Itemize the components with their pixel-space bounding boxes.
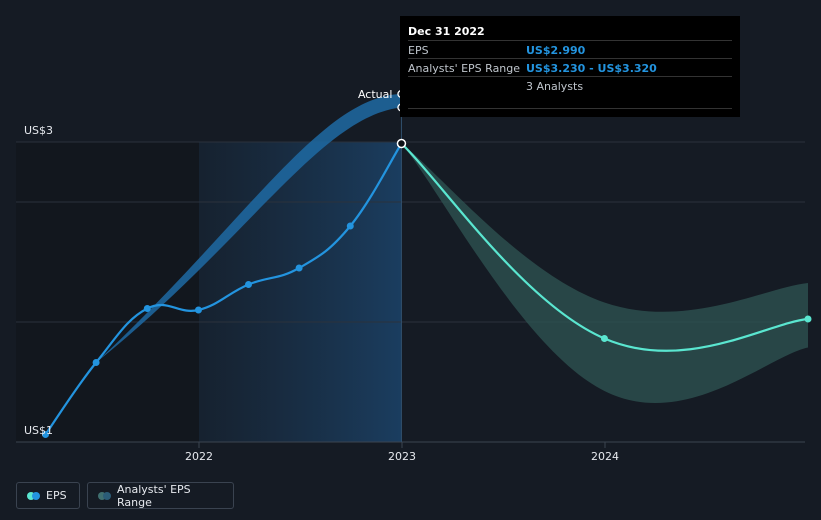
legend-eps-label: EPS [46,489,67,502]
eps-point[interactable] [244,281,252,288]
tooltip-date: Dec 31 2022 [408,25,485,38]
x-tick-label: 2024 [591,450,619,463]
tooltip-analysts: 3 Analysts [526,79,584,93]
tooltip-divider [408,108,732,109]
x-tick-label: 2022 [185,450,213,463]
y-tick-label: US$1 [24,424,53,437]
x-tick-label: 2023 [388,450,416,463]
tooltip-eps-value: US$2.990 [526,43,586,57]
tooltip-range-label: Analysts' EPS Range [408,61,521,75]
eps-forecast-point[interactable] [600,335,608,342]
legend-range-swatch [98,491,111,500]
tooltip-eps-label: EPS [408,43,429,57]
legend-range-label: Analysts' EPS Range [117,482,191,509]
eps-point[interactable] [143,305,151,312]
legend-eps[interactable]: EPS [16,482,80,509]
legend-eps-swatch [27,491,40,500]
eps-point[interactable] [346,222,354,230]
eps-point[interactable] [92,359,100,366]
tooltip-eps-row: EPS US$2.990 [408,40,732,59]
eps-point[interactable] [41,431,49,438]
eps-point[interactable] [194,306,202,314]
forecast-range-band [401,143,808,404]
tooltip-analysts-row: 3 Analysts [408,76,732,95]
tooltip: Dec 31 2022 EPS US$2.990 Analysts' EPS R… [400,16,740,117]
legend-analyst-range[interactable]: Analysts' EPS Range [87,482,234,509]
eps-forecast-point[interactable] [804,315,812,323]
eps-point[interactable] [396,138,407,149]
tooltip-range-row: Analysts' EPS Range US$3.230 - US$3.320 [408,58,732,77]
actual-label: Actual [358,88,392,101]
eps-point[interactable] [295,264,303,272]
analyst-eps-range-band [96,94,402,363]
tooltip-range-value: US$3.230 - US$3.320 [526,61,657,75]
y-tick-label: US$3 [24,124,53,137]
past-period-shade [199,142,401,442]
